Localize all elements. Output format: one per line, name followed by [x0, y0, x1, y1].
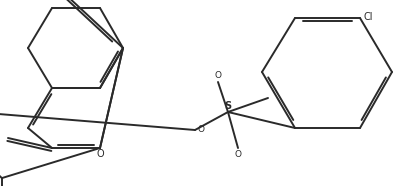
Text: S: S [224, 101, 231, 111]
Text: O: O [215, 71, 221, 80]
Text: O: O [96, 149, 104, 159]
Text: Cl: Cl [364, 12, 373, 22]
Text: O: O [197, 126, 204, 134]
Text: O: O [235, 150, 241, 159]
